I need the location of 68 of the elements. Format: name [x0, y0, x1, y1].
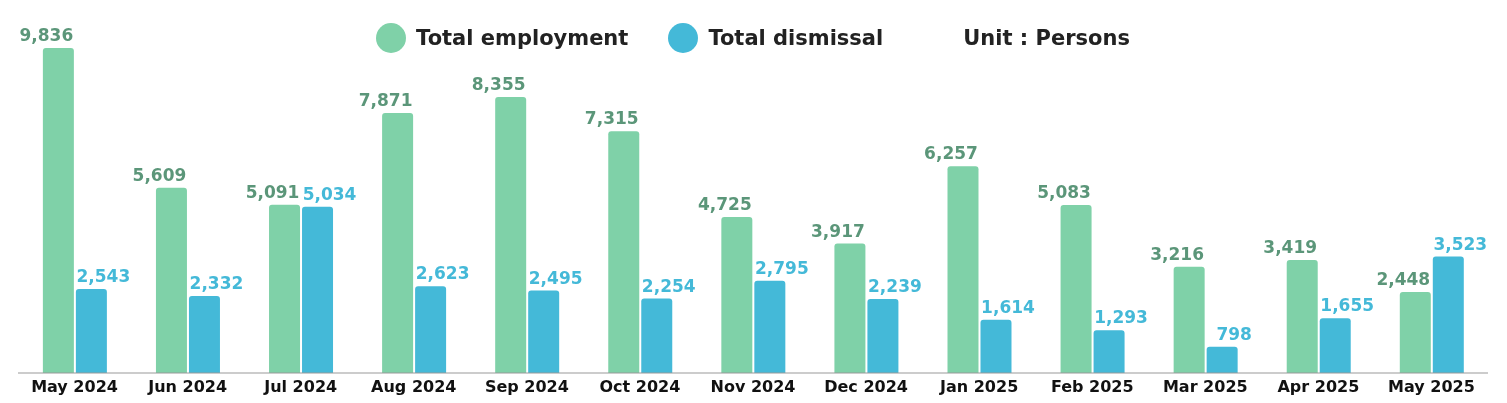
x-tick-label: Sep 2024: [484, 377, 569, 397]
bar: [834, 243, 866, 373]
x-tick-label: Jan 2025: [939, 377, 1019, 397]
bar: [42, 48, 74, 373]
data-label: 2,332: [189, 272, 244, 293]
data-label: 3,523: [1433, 233, 1488, 254]
data-label: 6,257: [924, 143, 978, 164]
bar: [1399, 292, 1431, 373]
bar: [980, 319, 1012, 373]
data-label: 8,355: [471, 73, 526, 94]
data-label: 2,495: [528, 267, 583, 288]
bar: [75, 288, 107, 373]
bar: [269, 204, 301, 373]
legend-label: Total dismissal: [708, 26, 884, 50]
bar: [867, 299, 899, 373]
data-label: 1,293: [1094, 307, 1148, 328]
x-tick-label: Nov 2024: [710, 377, 796, 397]
bar: [495, 96, 527, 373]
data-label: 5,083: [1037, 182, 1091, 203]
x-tick-label: May 2024: [31, 377, 118, 397]
bar: [1432, 256, 1464, 373]
bar: [754, 280, 786, 373]
data-label: 7,315: [584, 108, 639, 129]
bar: [528, 290, 560, 373]
bar: [382, 112, 414, 373]
bar: [641, 298, 673, 373]
data-label: 7,871: [358, 89, 413, 110]
data-label: 2,254: [641, 275, 696, 296]
data-label: 9,836: [19, 25, 74, 45]
data-label: 798: [1216, 323, 1252, 344]
data-label: 1,614: [981, 296, 1036, 317]
legend-label: Total employment: [416, 26, 629, 50]
data-label: 4,725: [697, 193, 752, 214]
data-label: 5,609: [132, 164, 187, 185]
data-label: 2,448: [1376, 269, 1431, 290]
bar: [1319, 318, 1351, 373]
data-label: 3,419: [1263, 237, 1318, 258]
bar: [1173, 266, 1205, 373]
data-label: 2,543: [76, 265, 131, 286]
x-tick-label: Mar 2025: [1162, 377, 1248, 397]
bar: [947, 166, 979, 373]
bar: [188, 295, 220, 373]
bar: [721, 216, 753, 373]
bar: [1286, 260, 1318, 373]
x-tick-label: Oct 2024: [599, 377, 681, 397]
bar: [415, 286, 447, 373]
annotation: Unit : Persons: [963, 26, 1130, 50]
data-label: 5,034: [302, 183, 357, 204]
data-label: 3,917: [811, 220, 865, 241]
bar: [155, 187, 187, 373]
x-tick-label: Aug 2024: [371, 377, 457, 397]
data-label: 2,623: [415, 263, 470, 284]
data-label: 2,239: [868, 276, 922, 297]
data-label: 2,795: [754, 257, 809, 278]
data-label: 1,655: [1320, 295, 1375, 316]
bar: [1206, 346, 1238, 373]
x-tick-label: Jul 2024: [263, 377, 338, 397]
data-label: 5,091: [245, 181, 300, 202]
x-tick-label: Apr 2025: [1277, 377, 1360, 397]
bar: [1093, 330, 1125, 373]
x-tick-label: Jun 2024: [147, 377, 228, 397]
x-tick-label: Dec 2024: [824, 377, 908, 397]
x-tick-label: Feb 2025: [1050, 377, 1134, 397]
bar: [1060, 205, 1092, 373]
data-label: 3,216: [1150, 243, 1205, 264]
bar: [608, 131, 640, 373]
x-tick-label: May 2025: [1388, 377, 1475, 397]
bar: [302, 206, 334, 373]
